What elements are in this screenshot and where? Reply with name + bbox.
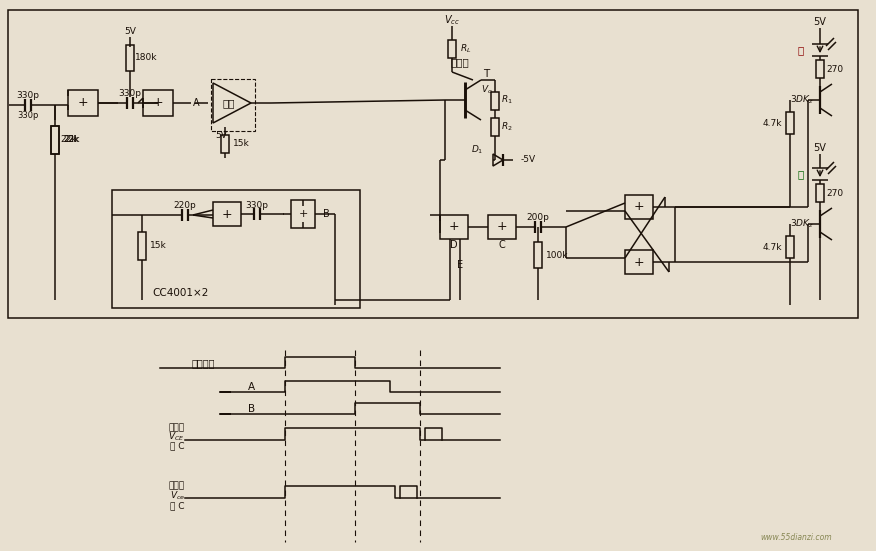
Bar: [816, 184, 824, 202]
Text: 270: 270: [826, 188, 843, 197]
Text: 180k: 180k: [135, 53, 158, 62]
Bar: [126, 45, 134, 71]
Text: D: D: [450, 240, 458, 250]
Text: +: +: [152, 96, 163, 110]
Text: +: +: [299, 209, 307, 219]
Text: $V_{cc}$: $V_{cc}$: [444, 13, 460, 27]
Text: 15k: 15k: [233, 139, 250, 149]
Text: A: A: [193, 98, 200, 108]
Text: 红: 红: [798, 45, 804, 55]
Bar: [786, 112, 794, 134]
Text: $V_{ce}$: $V_{ce}$: [170, 490, 185, 503]
Bar: [491, 92, 499, 110]
Text: 22k: 22k: [63, 136, 78, 144]
Text: E: E: [457, 260, 463, 270]
Bar: [440, 215, 468, 239]
Text: $3DK_z$: $3DK_z$: [790, 218, 814, 230]
Bar: [211, 79, 255, 131]
Text: $D_1$: $D_1$: [470, 144, 484, 156]
Text: 不合格: 不合格: [169, 482, 185, 490]
Text: 及 C: 及 C: [171, 441, 185, 451]
Bar: [8, 10, 858, 318]
Text: 启动脉冲: 启动脉冲: [192, 358, 215, 368]
Text: B: B: [248, 404, 255, 414]
Text: 220p: 220p: [173, 202, 196, 210]
Text: $R_2$: $R_2$: [501, 121, 512, 133]
Text: 200p: 200p: [526, 213, 549, 223]
Text: $3DK_z$: $3DK_z$: [790, 94, 814, 106]
Bar: [534, 242, 542, 268]
Text: 15k: 15k: [150, 241, 166, 251]
Text: C: C: [498, 240, 505, 250]
Bar: [221, 135, 229, 153]
Text: 5V: 5V: [215, 131, 227, 139]
Text: +: +: [222, 208, 232, 220]
Bar: [625, 250, 653, 274]
Bar: [51, 126, 59, 154]
Text: 100k: 100k: [546, 251, 569, 260]
Text: 功放: 功放: [223, 98, 236, 108]
Text: 22k: 22k: [60, 136, 76, 144]
Text: +: +: [633, 256, 645, 268]
Text: 270: 270: [826, 64, 843, 73]
Text: 4.7k: 4.7k: [762, 118, 782, 127]
Bar: [51, 126, 59, 154]
Text: $V_o$: $V_o$: [481, 84, 493, 96]
Bar: [786, 236, 794, 258]
Bar: [112, 190, 360, 308]
Text: +: +: [497, 220, 507, 234]
Text: www.55dianzi.com: www.55dianzi.com: [760, 533, 831, 543]
Bar: [213, 202, 241, 226]
Text: A: A: [248, 382, 255, 392]
Text: 及 C: 及 C: [171, 501, 185, 510]
Bar: [138, 232, 146, 260]
Bar: [448, 40, 456, 58]
Text: $R_L$: $R_L$: [460, 43, 471, 55]
Bar: [491, 118, 499, 136]
Bar: [625, 195, 653, 219]
Text: 330p: 330p: [245, 201, 269, 209]
Text: B: B: [323, 209, 329, 219]
Text: 绿: 绿: [798, 169, 804, 179]
Text: +: +: [449, 220, 459, 234]
Text: $R_1$: $R_1$: [501, 94, 512, 106]
Text: 5V: 5V: [814, 143, 826, 153]
Text: 合格的: 合格的: [169, 424, 185, 433]
Text: T: T: [483, 69, 490, 79]
Text: +: +: [78, 96, 88, 110]
Text: 被测管: 被测管: [450, 57, 470, 67]
Text: $V_{CE}$: $V_{CE}$: [168, 431, 185, 443]
Text: 22k: 22k: [63, 136, 80, 144]
Text: 330p: 330p: [118, 89, 142, 99]
Text: CC4001×2: CC4001×2: [152, 288, 208, 298]
Text: 4.7k: 4.7k: [762, 242, 782, 251]
Bar: [143, 90, 173, 116]
Bar: [816, 60, 824, 78]
Text: 330p: 330p: [17, 91, 39, 100]
Bar: [488, 215, 516, 239]
Text: 5V: 5V: [124, 28, 136, 36]
Bar: [68, 90, 98, 116]
Text: -5V: -5V: [521, 155, 536, 165]
Text: +: +: [633, 201, 645, 213]
Bar: [291, 200, 315, 228]
Text: 330p: 330p: [18, 111, 39, 120]
Text: 5V: 5V: [814, 17, 826, 27]
